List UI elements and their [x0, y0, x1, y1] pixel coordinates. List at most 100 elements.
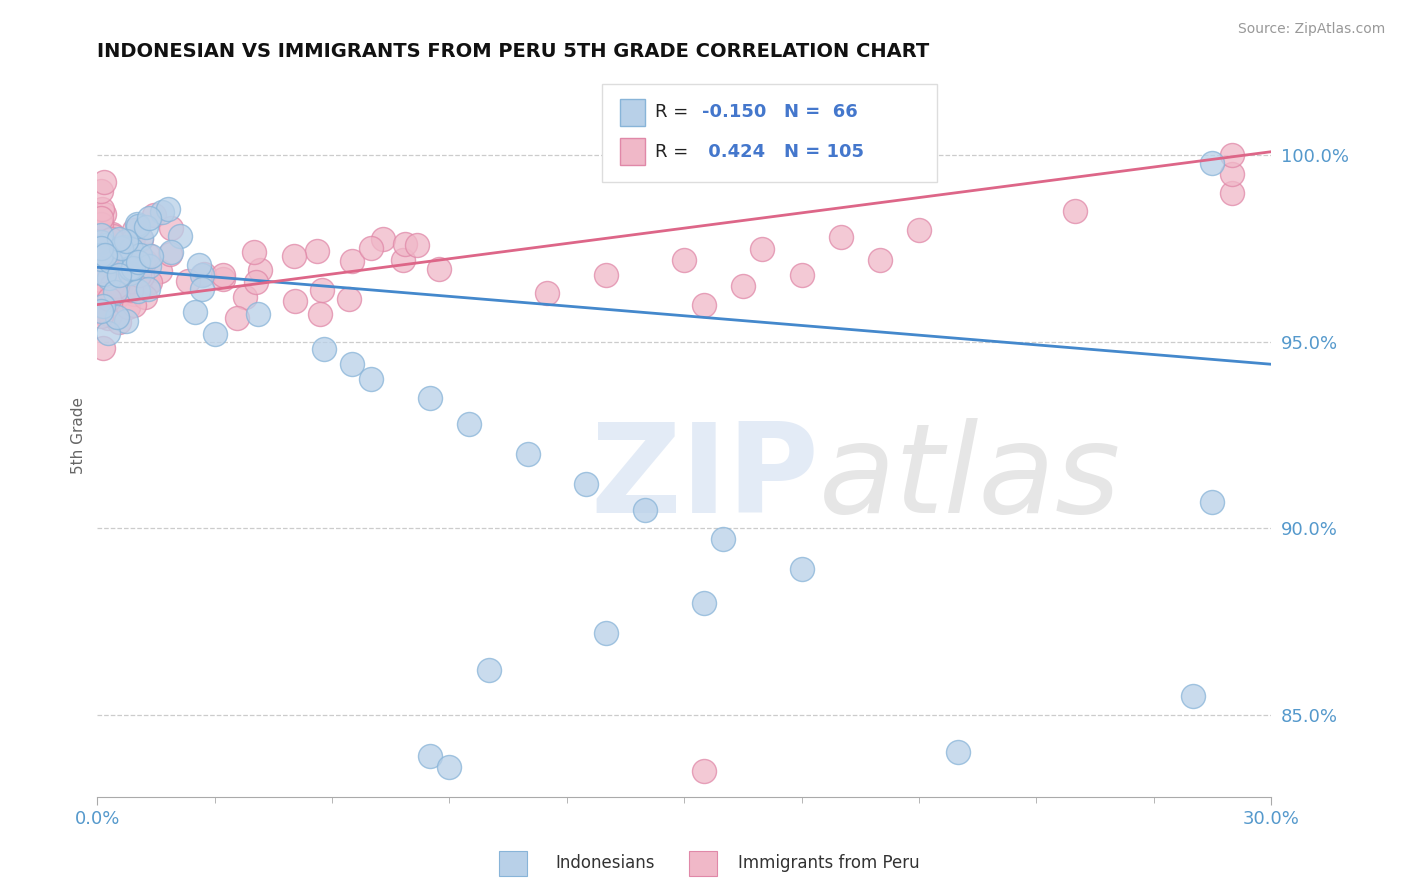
Point — [149, 264, 172, 278]
Point — [790, 562, 813, 576]
Text: N = 105: N = 105 — [785, 143, 865, 161]
Point — [595, 268, 617, 282]
Point — [135, 220, 157, 235]
Text: Immigrants from Peru: Immigrants from Peru — [738, 855, 920, 872]
Point — [212, 268, 235, 283]
Point — [114, 234, 136, 248]
Point — [90, 228, 112, 243]
Point — [108, 278, 131, 293]
Point — [340, 357, 363, 371]
Point — [107, 268, 129, 282]
Point — [91, 299, 114, 313]
Point — [129, 230, 152, 244]
Point — [212, 271, 235, 285]
Point — [283, 250, 305, 264]
Point — [121, 260, 143, 275]
Point — [391, 253, 413, 268]
Point — [90, 244, 112, 258]
Point — [191, 268, 214, 282]
Point — [93, 287, 115, 301]
Point — [90, 241, 112, 255]
Point — [98, 249, 121, 263]
Point — [90, 252, 112, 266]
Point — [115, 268, 138, 283]
Point — [114, 257, 136, 271]
Point — [94, 251, 117, 265]
Point — [97, 280, 120, 294]
Point — [93, 175, 115, 189]
Text: R =: R = — [655, 143, 695, 161]
Point — [97, 326, 120, 340]
Point — [1181, 689, 1204, 703]
Point — [575, 476, 598, 491]
Point — [117, 300, 139, 314]
Point — [136, 283, 159, 297]
Point — [100, 232, 122, 246]
Point — [90, 253, 112, 268]
Point — [98, 253, 121, 268]
Point — [139, 249, 162, 263]
Point — [245, 275, 267, 289]
Point — [138, 211, 160, 225]
Text: INDONESIAN VS IMMIGRANTS FROM PERU 5TH GRADE CORRELATION CHART: INDONESIAN VS IMMIGRANTS FROM PERU 5TH G… — [97, 42, 929, 61]
Point — [105, 279, 128, 293]
Point — [177, 274, 200, 288]
Point — [134, 290, 156, 304]
Point — [314, 343, 336, 357]
Point — [595, 625, 617, 640]
Point — [90, 303, 112, 318]
Point — [97, 293, 120, 307]
Point — [134, 253, 156, 268]
Point — [305, 244, 328, 259]
Point — [249, 263, 271, 277]
Point — [120, 249, 142, 263]
Text: ZIP: ZIP — [591, 418, 820, 539]
Point — [159, 245, 181, 260]
Point — [120, 267, 142, 281]
Point — [93, 267, 115, 281]
Point — [97, 310, 120, 325]
Point — [136, 276, 159, 290]
Point — [946, 745, 969, 759]
Text: N =  66: N = 66 — [785, 103, 858, 121]
Point — [120, 284, 142, 298]
Point — [242, 245, 264, 260]
Point — [101, 280, 124, 294]
Point — [184, 305, 207, 319]
Point — [98, 294, 121, 309]
Point — [1064, 204, 1087, 219]
Point — [129, 248, 152, 262]
Point — [458, 417, 481, 431]
Text: Indonesians: Indonesians — [555, 855, 655, 872]
Point — [478, 663, 501, 677]
Point — [90, 261, 112, 276]
Point — [693, 596, 716, 610]
Point — [1220, 186, 1243, 200]
Point — [127, 255, 149, 269]
Point — [731, 279, 754, 293]
Point — [118, 260, 141, 275]
Point — [360, 372, 382, 386]
Point — [371, 232, 394, 246]
Point — [98, 271, 121, 285]
Point — [536, 286, 558, 301]
Point — [120, 262, 142, 277]
Point — [101, 229, 124, 244]
Point — [693, 297, 716, 311]
Point — [96, 251, 118, 265]
Point — [90, 235, 112, 250]
Bar — [620, 137, 645, 165]
Point — [124, 223, 146, 237]
Point — [159, 221, 181, 235]
Point — [131, 257, 153, 271]
Point — [394, 236, 416, 251]
Point — [284, 293, 307, 308]
Point — [100, 227, 122, 241]
Point — [908, 223, 931, 237]
Point — [634, 502, 657, 516]
Point — [159, 246, 181, 260]
Point — [193, 267, 215, 281]
Point — [406, 237, 429, 252]
Point — [131, 268, 153, 283]
Text: Source: ZipAtlas.com: Source: ZipAtlas.com — [1237, 22, 1385, 37]
